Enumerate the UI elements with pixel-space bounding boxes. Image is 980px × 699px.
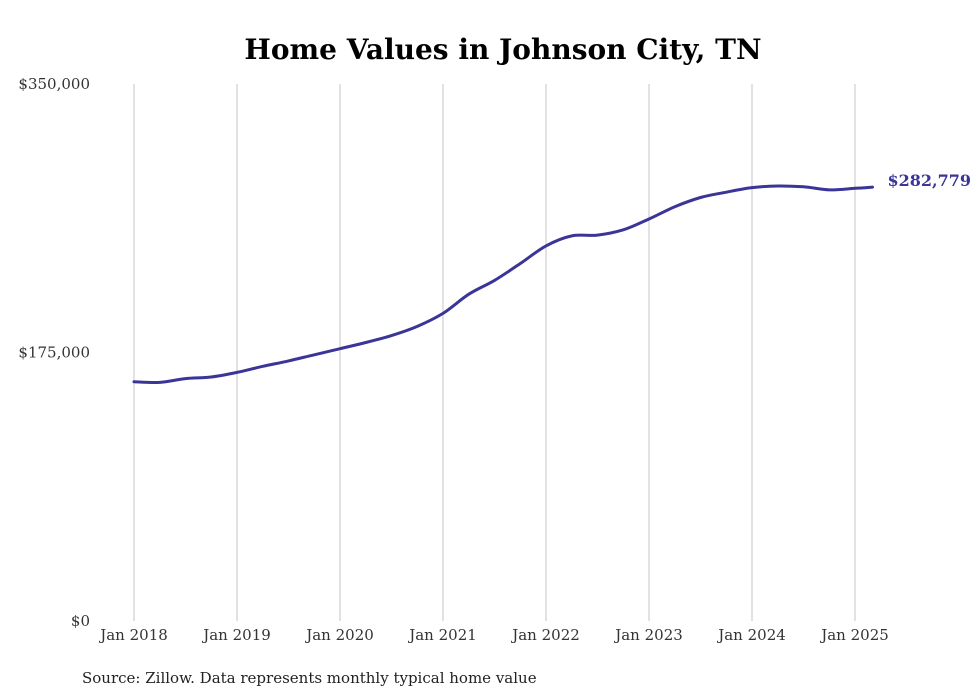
x-tick-label: Jan 2021 bbox=[407, 626, 477, 644]
chart-title: Home Values in Johnson City, TN bbox=[244, 33, 761, 66]
gridlines bbox=[133, 84, 856, 621]
x-tick-label: Jan 2025 bbox=[819, 626, 889, 644]
x-tick-label: Jan 2018 bbox=[98, 626, 168, 644]
x-axis-ticks: Jan 2018 Jan 2019 Jan 2020 Jan 2021 Jan 2022… bbox=[98, 626, 889, 644]
x-tick-label: Jan 2023 bbox=[613, 626, 683, 644]
x-tick-label: Jan 2024 bbox=[716, 626, 786, 644]
end-value-label: $282,779 bbox=[888, 171, 972, 190]
source-note: Source: Zillow. Data represents monthly … bbox=[82, 669, 537, 687]
x-tick-label: Jan 2019 bbox=[201, 626, 271, 644]
x-tick-label: Jan 2022 bbox=[510, 626, 580, 644]
y-tick-label: $175,000 bbox=[18, 344, 90, 362]
series-line bbox=[132, 184, 874, 385]
y-axis-ticks: $0 $175,000 $350,000 bbox=[18, 75, 90, 630]
y-tick-label: $0 bbox=[71, 612, 90, 630]
y-tick-label: $350,000 bbox=[18, 75, 90, 93]
x-tick-label: Jan 2020 bbox=[304, 626, 374, 644]
